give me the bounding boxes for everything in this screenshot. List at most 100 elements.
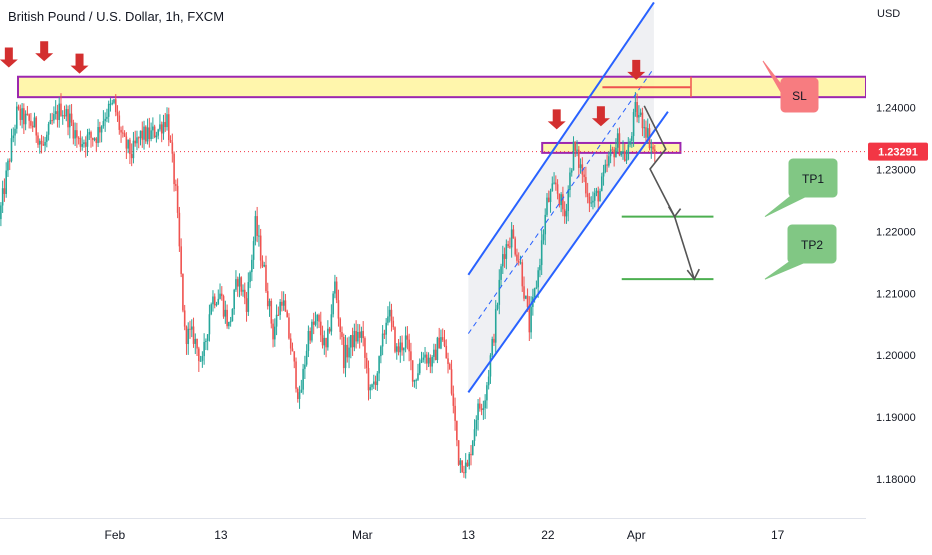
candle-body <box>426 354 428 364</box>
candle-body <box>266 291 269 307</box>
candle-body <box>166 114 168 128</box>
candle-body <box>272 323 274 340</box>
y-tick-label: 1.24000 <box>876 103 916 115</box>
sl-callout-box[interactable] <box>780 77 819 113</box>
y-tick-label: 1.19000 <box>876 412 916 424</box>
current-price-label: 1.23291 <box>878 147 918 159</box>
candle-body <box>362 331 364 339</box>
tp1-callout-box[interactable] <box>788 158 838 198</box>
candle-body <box>572 141 575 171</box>
candle-body <box>212 296 214 305</box>
sl-label: SL <box>792 89 807 103</box>
candle-body <box>314 321 317 325</box>
tp2-callout[interactable]: TP2 <box>764 224 837 280</box>
candle-body <box>519 262 522 264</box>
candle-body <box>221 293 223 297</box>
candle-body <box>413 380 416 382</box>
candle-body <box>643 127 645 129</box>
candle-body <box>544 214 547 235</box>
candle-body <box>235 279 237 290</box>
candle-body <box>482 408 485 410</box>
candle-body <box>480 408 483 410</box>
candle-body <box>190 326 193 330</box>
candle-body <box>219 293 221 299</box>
candle-body <box>636 102 638 118</box>
candle-body <box>251 259 253 273</box>
candle-body <box>348 347 350 358</box>
candle-body <box>388 309 391 317</box>
candle-body <box>623 151 626 161</box>
x-tick-label: 13 <box>462 528 476 542</box>
candle-body <box>217 298 220 304</box>
candle-body <box>611 149 614 151</box>
candle-body <box>60 103 62 116</box>
candle-body <box>81 144 83 147</box>
candle-body <box>641 112 644 129</box>
candle-body <box>555 182 557 185</box>
candle-body <box>304 364 306 369</box>
tp2-callout-box[interactable] <box>787 224 837 264</box>
candle-body <box>199 360 202 362</box>
candle-body <box>434 349 437 360</box>
candle-body <box>606 164 608 166</box>
candle-body <box>533 288 536 298</box>
candle-body <box>562 194 564 210</box>
candle-body <box>456 420 458 441</box>
candle-body <box>33 117 36 128</box>
candle-body <box>47 124 50 135</box>
candle-body <box>457 440 460 465</box>
resistance-zone[interactable] <box>17 75 867 99</box>
sl-callout[interactable]: SL <box>762 60 819 113</box>
current-price-tag[interactable] <box>868 142 928 161</box>
candle-body <box>254 216 257 242</box>
tp1-callout[interactable]: TP1 <box>764 158 838 218</box>
candle-body <box>236 279 239 287</box>
candle-body <box>127 139 129 149</box>
candle-body <box>95 138 98 144</box>
currency-label: USD <box>877 8 901 20</box>
candle-body <box>5 170 7 195</box>
candle-body <box>270 300 273 324</box>
candle-body <box>268 300 271 307</box>
candle-body <box>335 281 338 301</box>
candles-layer <box>0 91 656 479</box>
candle-body <box>309 330 311 341</box>
candle-body <box>116 112 119 116</box>
candle-body <box>535 287 538 289</box>
candle-body <box>58 103 61 121</box>
chart-title: British Pound / U.S. Dollar, 1h, FXCM <box>8 9 225 24</box>
candle-body <box>249 272 251 283</box>
channel-upper-line[interactable] <box>467 1 655 276</box>
price-axis-bg <box>866 0 932 550</box>
candle-body <box>102 121 105 127</box>
candle-body <box>464 462 467 474</box>
candle-body <box>318 315 320 322</box>
candle-body <box>471 440 474 456</box>
candle-body <box>540 240 543 266</box>
candle-body <box>344 344 347 369</box>
candle-body <box>479 403 481 409</box>
candle-body <box>178 212 181 247</box>
candle-body <box>477 403 479 420</box>
candle-body <box>307 330 310 351</box>
candle-body <box>441 337 444 340</box>
candle-body <box>319 321 322 336</box>
candle-body <box>205 340 207 342</box>
candle-body <box>316 315 319 322</box>
tp1-label: TP1 <box>802 172 824 186</box>
candle-body <box>289 338 292 349</box>
candle-body <box>608 156 610 166</box>
candle-body <box>355 330 357 342</box>
candle-body <box>198 348 200 361</box>
candle-body <box>93 138 96 140</box>
candle-body <box>567 189 570 212</box>
candle-body <box>381 333 384 347</box>
candle-body <box>597 190 600 202</box>
channel-lower-line[interactable] <box>467 111 669 393</box>
candle-body <box>395 346 398 352</box>
y-tick-label: 1.22000 <box>876 226 916 238</box>
candle-body <box>295 361 297 389</box>
candle-body <box>113 99 115 103</box>
projected-arrowhead-1 <box>667 206 682 219</box>
